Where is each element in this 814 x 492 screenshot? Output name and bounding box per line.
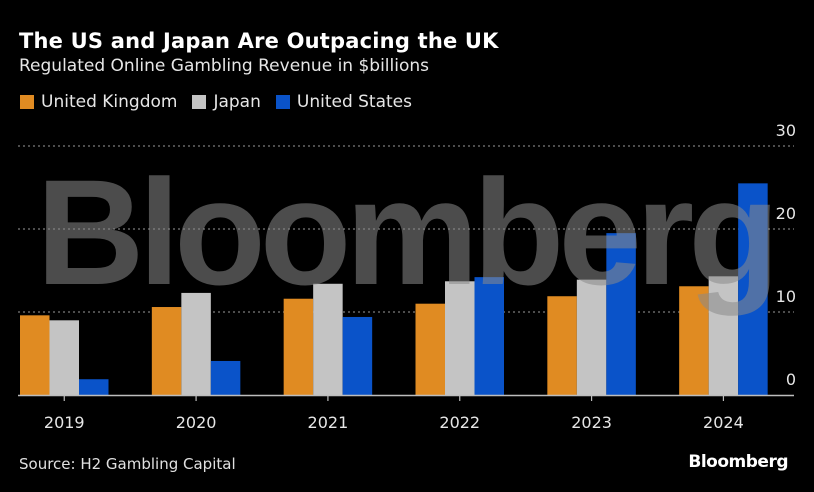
y-axis-ticks: 0 10 20 30 xyxy=(776,121,796,389)
bar-japan-2024 xyxy=(708,276,739,395)
legend-item-united-kingdom: United Kingdom xyxy=(20,92,177,112)
bar-united-states-2024 xyxy=(738,183,768,395)
x-tick-label: 2022 xyxy=(439,413,480,432)
legend-swatch-united-kingdom xyxy=(20,95,34,109)
legend-label-japan: Japan xyxy=(213,92,261,112)
x-axis: 2019 2020 2021 2022 2023 2024 xyxy=(18,394,794,432)
bar-united-kingdom-2019 xyxy=(20,315,50,395)
bar-japan-2019 xyxy=(49,320,79,395)
source-note: Source: H2 Gambling Capital xyxy=(19,455,236,473)
y-tick-label: 0 xyxy=(786,370,796,389)
y-tick-label: 20 xyxy=(776,204,796,223)
legend: United Kingdom Japan United States xyxy=(20,92,427,112)
y-tick-label: 10 xyxy=(776,287,796,306)
x-tick-label: 2019 xyxy=(44,413,85,432)
bar-japan-2021 xyxy=(313,283,343,395)
legend-swatch-united-states xyxy=(275,95,290,109)
legend-swatch-japan xyxy=(192,95,207,109)
bar-united-kingdom-2022 xyxy=(415,303,445,395)
bars xyxy=(20,183,768,395)
gridlines xyxy=(18,145,794,313)
bar-united-kingdom-2024 xyxy=(679,286,709,395)
bar-united-states-2022 xyxy=(474,277,504,395)
bar-united-kingdom-2021 xyxy=(283,298,314,395)
x-tick-label: 2021 xyxy=(308,413,349,432)
chart-title: The US and Japan Are Outpacing the UK xyxy=(19,29,499,53)
bloomberg-logo: Bloomberg xyxy=(688,452,788,472)
x-tick-label: 2020 xyxy=(176,413,217,432)
bar-united-states-2023 xyxy=(606,233,636,395)
legend-item-united-states: United States xyxy=(275,92,412,112)
legend-item-japan: Japan xyxy=(192,92,261,112)
watermark: Bloomberg xyxy=(36,148,774,316)
x-tick-label: 2023 xyxy=(571,413,612,432)
legend-label-united-states: United States xyxy=(296,92,412,112)
y-tick-label: 30 xyxy=(776,121,796,140)
bar-united-kingdom-2020 xyxy=(151,307,182,395)
legend-label-united-kingdom: United Kingdom xyxy=(41,92,178,112)
bar-united-states-2020 xyxy=(210,360,241,395)
bar-japan-2023 xyxy=(576,279,607,395)
chart-subtitle: Regulated Online Gambling Revenue in $bi… xyxy=(19,56,430,76)
bar-united-kingdom-2023 xyxy=(547,296,577,395)
bar-japan-2020 xyxy=(181,292,211,395)
bar-japan-2022 xyxy=(445,281,475,395)
bar-united-states-2019 xyxy=(79,379,109,395)
bar-united-states-2021 xyxy=(342,316,373,395)
x-tick-label: 2024 xyxy=(703,413,744,432)
